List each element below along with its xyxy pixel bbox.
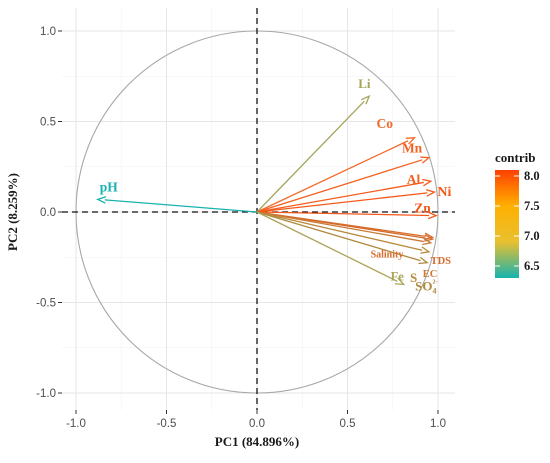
zero-lines: [62, 8, 455, 410]
x-tick-label: 1.0: [430, 418, 446, 430]
x-axis-title: PC1 (84.896%): [215, 434, 300, 449]
arrow-shaft: [256, 140, 409, 213]
arrow-zn: [256, 211, 438, 220]
legend-tick-label: 7.0: [524, 229, 540, 243]
label-zn: Zn: [414, 201, 431, 216]
y-tick-label: 0.0: [40, 207, 56, 219]
arrow-head: [422, 178, 433, 187]
label-ni: Ni: [437, 185, 451, 200]
legend-title: contrib: [495, 150, 535, 165]
arrow-ni: [256, 189, 437, 213]
y-tick-label: -0.5: [36, 298, 56, 310]
x-tick-label: 0.0: [249, 418, 265, 430]
label-tds: TDS: [431, 256, 452, 267]
arrow-so4: [256, 211, 429, 265]
arrow-li: [256, 94, 371, 213]
arrow-shaft: [256, 181, 424, 213]
arrow-shaft: [256, 211, 424, 243]
legend-tick-label: 6.5: [524, 259, 540, 273]
legend-colorbar: [495, 170, 519, 278]
arrow-mn: [256, 156, 431, 213]
label-s: S: [410, 270, 417, 285]
y-tick-label: 1.0: [40, 26, 56, 38]
axis-ticks: -1.0 -0.5 0.0 0.5 1.0 -1.0 -0.5 0.0 0.5 1.0: [36, 26, 446, 430]
arrow-head: [424, 232, 435, 240]
legend: contrib 8.0 7.5 7.0 6.5: [495, 150, 540, 278]
arrow-head: [422, 237, 433, 246]
label-li: Li: [358, 76, 371, 91]
arrow-head: [425, 189, 437, 197]
arrow-head: [427, 211, 438, 220]
arrow-s: [256, 211, 431, 254]
arrow-head: [420, 246, 431, 254]
y-tick-label: 0.5: [40, 117, 56, 129]
label-so4: SO42-: [415, 279, 437, 296]
arrow-shaft: [256, 211, 421, 262]
label-al: Al: [407, 172, 421, 187]
label-ec: EC: [423, 269, 438, 280]
legend-tick-label: 7.5: [524, 199, 540, 213]
arrow-head: [418, 256, 429, 265]
arrow-ec: [256, 211, 433, 246]
arrow-head: [405, 137, 417, 145]
x-tick-label: 0.5: [340, 418, 356, 430]
arrow-head: [420, 156, 431, 164]
variable-arrows: [95, 94, 438, 286]
arrow-shaft: [256, 159, 423, 213]
label-mn: Mn: [402, 141, 423, 156]
arrow-head: [394, 277, 406, 286]
label-salinity: Salinity: [371, 249, 404, 260]
arrow-shaft: [256, 211, 430, 217]
arrow-shaft: [256, 211, 398, 282]
arrow-al: [256, 178, 433, 213]
arrow-shaft: [256, 211, 423, 251]
y-tick-label: -1.0: [36, 388, 56, 400]
arrow-head: [95, 196, 107, 204]
arrow-head: [361, 94, 371, 105]
legend-ticks: 8.0 7.5 7.0 6.5: [495, 169, 540, 273]
label-fe: Fe: [391, 269, 405, 283]
arrow-shaft: [104, 199, 258, 213]
arrow-shaft: [256, 192, 428, 213]
arrow-co: [256, 137, 417, 213]
y-axis-title: PC2 (8.259%): [5, 173, 20, 251]
x-tick-label: -0.5: [157, 418, 177, 430]
arrow-fe: [256, 211, 406, 286]
legend-tick-label: 8.0: [524, 169, 540, 183]
label-ph: pH: [100, 179, 119, 194]
x-tick-label: -1.0: [66, 418, 86, 430]
arrow-shaft: [256, 100, 365, 213]
label-co: Co: [376, 116, 393, 131]
arrow-ph: [95, 196, 258, 213]
